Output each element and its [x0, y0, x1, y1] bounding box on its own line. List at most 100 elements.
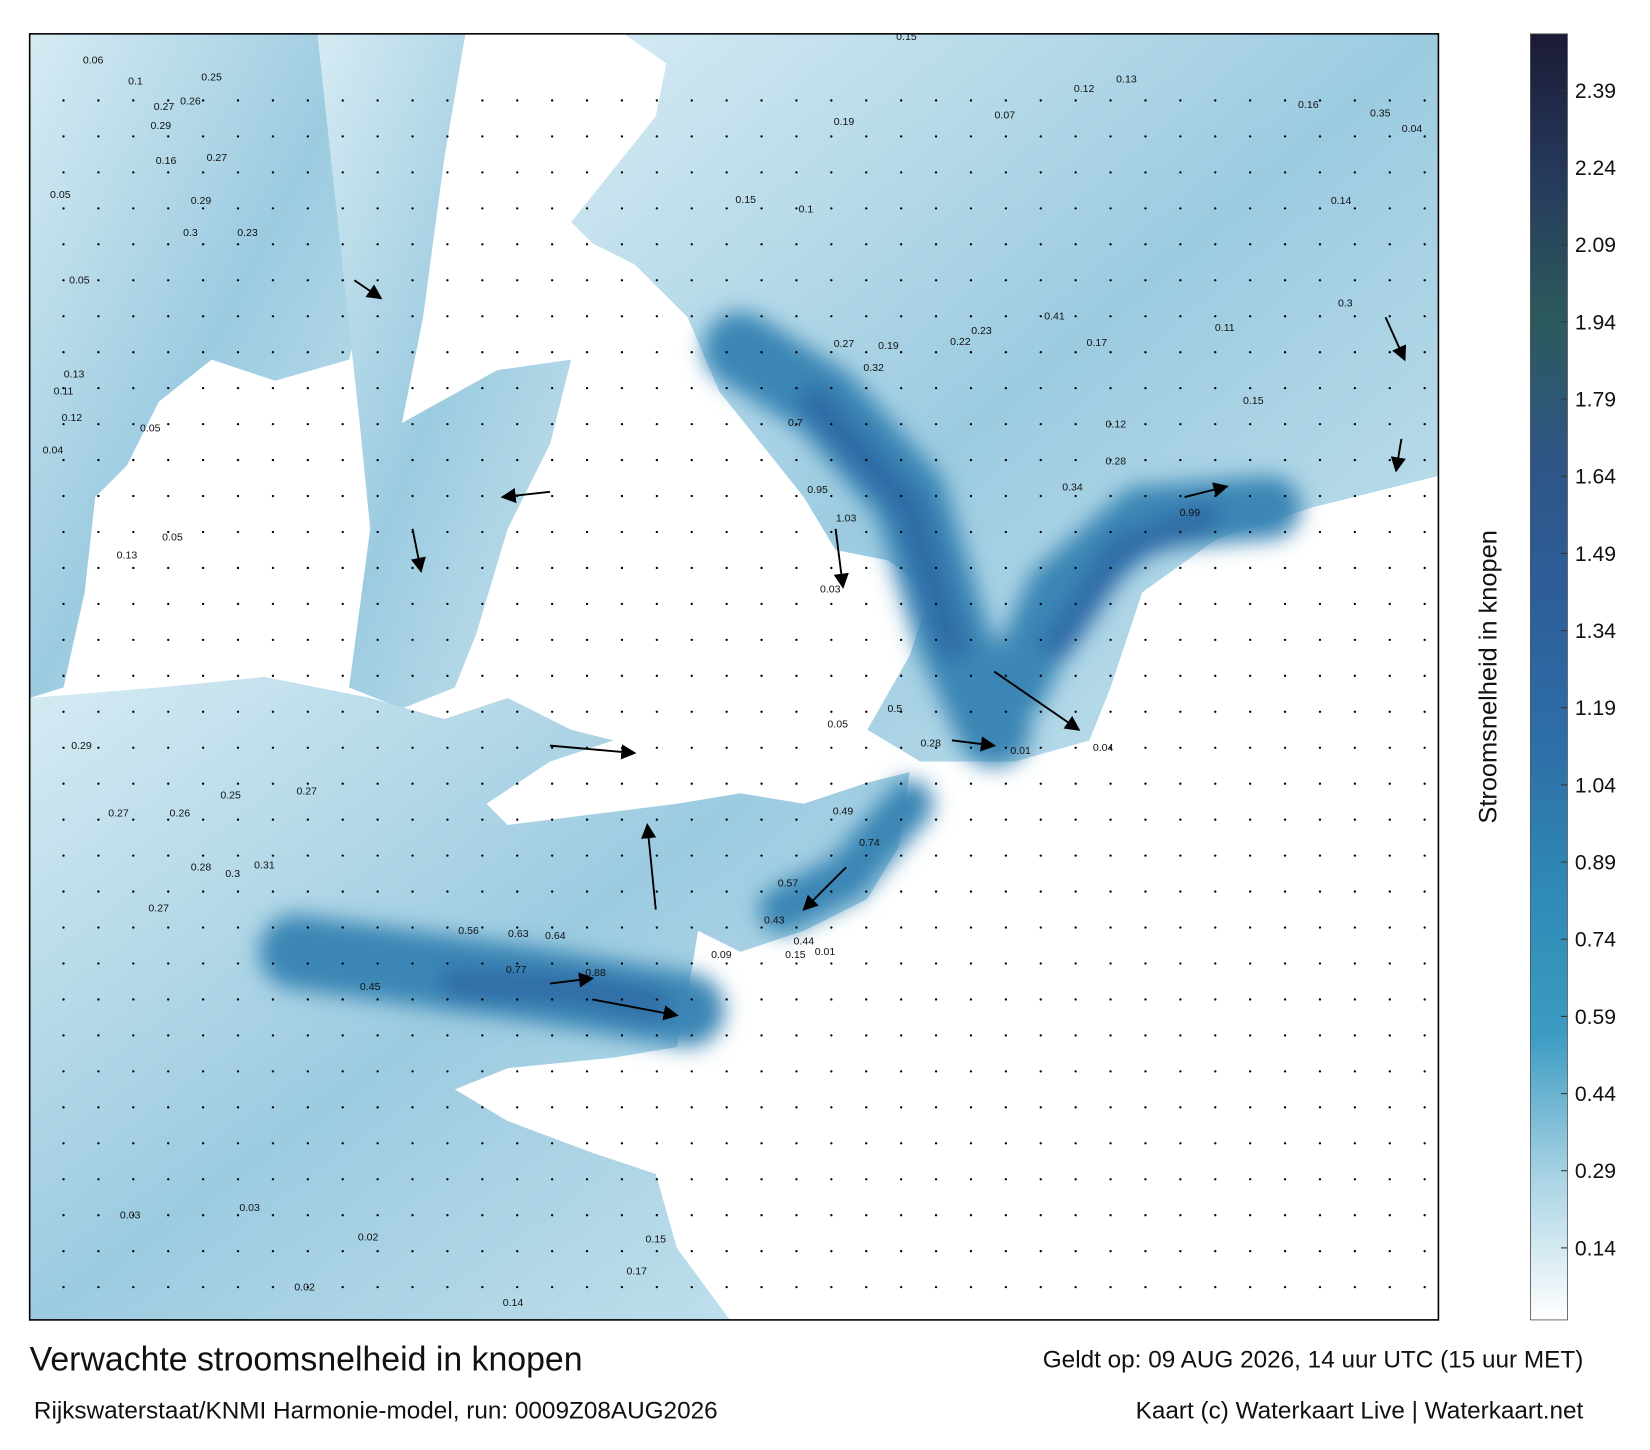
grid-dot: [446, 351, 449, 354]
grid-dot: [1109, 351, 1112, 354]
grid-dot: [132, 1250, 135, 1253]
grid-dot: [1074, 782, 1077, 785]
grid-dot: [306, 171, 309, 174]
grid-dot: [899, 890, 903, 893]
grid-dot: [1179, 1142, 1182, 1145]
grid-dot: [481, 279, 484, 282]
grid-dot: [376, 171, 379, 174]
grid-dot: [830, 99, 833, 102]
grid-dot: [97, 279, 100, 282]
speed-label: 0.56: [458, 925, 479, 937]
grid-dot: [411, 494, 414, 498]
speed-label: 0.06: [83, 54, 104, 66]
grid-dot: [1249, 99, 1252, 102]
grid-dot: [899, 674, 903, 677]
grid-dot: [1074, 602, 1077, 606]
grid-dot: [969, 1142, 973, 1145]
speed-label: 0.05: [50, 189, 71, 201]
grid-dot: [167, 1070, 170, 1073]
grid-dot: [1039, 315, 1042, 318]
grid-dot: [934, 422, 938, 426]
speed-label: 0.19: [878, 340, 899, 352]
colorbar-tick-label: 0.29: [1575, 1160, 1616, 1183]
grid-dot: [1249, 710, 1252, 713]
map: 0.06 0.1 0.25 0.27 0.26 0.29 0.16 0.27 0.05 0.29 0…: [29, 33, 1439, 1320]
grid-dot: [585, 890, 589, 893]
grid-dot: [760, 746, 763, 749]
grid-dot: [1423, 99, 1426, 102]
grid-dot: [760, 386, 763, 390]
grid-dot: [865, 1250, 868, 1253]
grid-dot: [725, 710, 728, 713]
grid-dot: [1004, 1034, 1008, 1037]
grid-dot: [97, 1106, 100, 1109]
grid-dot: [1249, 315, 1252, 318]
grid-dot: [934, 351, 938, 354]
grid-dot: [62, 1106, 65, 1109]
grid-dot: [306, 1142, 309, 1145]
grid-dot: [1004, 710, 1008, 713]
grid-dot: [201, 1285, 205, 1289]
grid-dot: [516, 1285, 519, 1289]
grid-dot: [655, 1034, 659, 1037]
grid-dot: [446, 746, 449, 749]
grid-dot: [934, 135, 938, 138]
grid-dot: [236, 1070, 240, 1073]
grid-dot: [1039, 674, 1042, 677]
speed-label: 0.05: [69, 274, 90, 286]
grid-dot: [167, 782, 170, 785]
grid-dot: [167, 171, 170, 174]
colorbar-tick-label: 0.89: [1575, 851, 1616, 874]
grid-dot: [830, 530, 833, 534]
grid-dot: [1144, 746, 1147, 749]
grid-dot: [934, 279, 938, 282]
grid-dot: [1353, 854, 1357, 857]
grid-dot: [1109, 926, 1112, 929]
grid-dot: [167, 674, 170, 677]
grid-dot: [271, 674, 275, 677]
grid-dot: [760, 351, 763, 354]
grid-dot: [201, 422, 205, 426]
grid-dot: [132, 1106, 135, 1109]
grid-dot: [167, 530, 170, 534]
grid-dot: [236, 1285, 240, 1289]
grid-dot: [132, 386, 135, 390]
speed-label: 0.95: [807, 484, 828, 496]
grid-dot: [1283, 746, 1287, 749]
grid-dot: [306, 782, 309, 785]
grid-dot: [306, 998, 309, 1001]
grid-dot: [1249, 422, 1252, 426]
grid-dot: [1179, 171, 1182, 174]
grid-dot: [1004, 99, 1008, 102]
grid-dot: [1109, 315, 1112, 318]
grid-dot: [969, 782, 973, 785]
grid-dot: [830, 494, 833, 498]
speed-label: 0.01: [1010, 745, 1031, 757]
grid-dot: [201, 962, 205, 965]
grid-dot: [446, 135, 449, 138]
grid-dot: [97, 638, 100, 642]
grid-dot: [620, 135, 624, 138]
colorbar-tick-label: 1.64: [1575, 466, 1616, 489]
grid-dot: [62, 674, 65, 677]
grid-dot: [725, 1034, 728, 1037]
grid-dot: [1353, 530, 1357, 534]
grid-dot: [1214, 602, 1217, 606]
grid-dot: [690, 926, 693, 929]
grid-dot: [341, 926, 344, 929]
grid-dot: [341, 494, 344, 498]
grid-dot: [132, 926, 135, 929]
grid-dot: [341, 351, 344, 354]
grid-dot: [690, 602, 693, 606]
grid-dot: [899, 818, 903, 821]
grid-dot: [341, 1250, 344, 1253]
grid-dot: [236, 1142, 240, 1145]
grid-dot: [1179, 566, 1182, 570]
grid-dot: [655, 854, 659, 857]
grid-dot: [1214, 746, 1217, 749]
grid-dot: [411, 135, 414, 138]
grid-dot: [795, 1250, 798, 1253]
grid-dot: [1004, 279, 1008, 282]
grid-dot: [1283, 818, 1287, 821]
grid-dot: [481, 171, 484, 174]
